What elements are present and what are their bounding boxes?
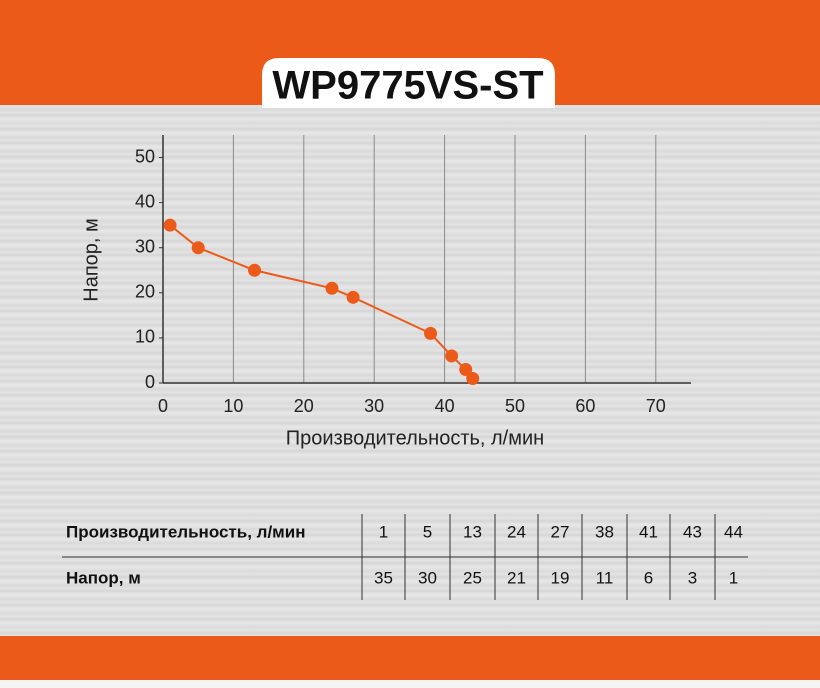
table-cell: 11 — [596, 568, 614, 587]
y-tick-label: 40 — [135, 191, 155, 211]
point — [459, 362, 473, 376]
point — [445, 349, 459, 363]
line — [169, 224, 474, 380]
y-tick-label: 50 — [135, 146, 155, 166]
x-tick-label: 30 — [364, 396, 384, 416]
table-cell: 1 — [379, 522, 388, 541]
point — [163, 218, 177, 232]
y-tick-label: 10 — [135, 327, 155, 347]
table-cell: 35 — [374, 568, 393, 587]
chart-title: WP9775VS-ST — [272, 64, 543, 108]
x-tick-label: 0 — [158, 396, 168, 416]
x-tick-label: 70 — [646, 396, 666, 416]
table-cell: 21 — [507, 568, 526, 587]
x-tick-label: 50 — [505, 396, 525, 416]
y-tick-label: 30 — [135, 236, 155, 256]
point — [191, 241, 205, 255]
point — [248, 263, 262, 277]
table-cell: 30 — [418, 568, 437, 587]
bottom-strip — [0, 680, 820, 688]
row-label: Напор, м — [66, 568, 141, 587]
point — [466, 371, 480, 385]
y-axis-label: Напор, м — [80, 218, 102, 302]
table-cell: 43 — [683, 522, 702, 541]
table-cell: 41 — [639, 522, 658, 541]
x-tick-label: 40 — [435, 396, 455, 416]
table-cell: 13 — [463, 522, 482, 541]
point — [346, 290, 360, 304]
point — [424, 326, 438, 340]
y-tick-label: 20 — [135, 282, 155, 302]
table-cell: 25 — [463, 568, 482, 587]
table-cell: 24 — [507, 522, 526, 541]
table-cell: 6 — [644, 568, 653, 587]
table-cell: 5 — [423, 522, 432, 541]
x-tick-label: 60 — [575, 396, 595, 416]
row-label: Производительность, л/мин — [66, 522, 305, 541]
table-cell: 1 — [729, 568, 738, 587]
x-tick-label: 20 — [294, 396, 314, 416]
x-tick-label: 10 — [223, 396, 243, 416]
table-cell: 44 — [724, 522, 743, 541]
x-axis-label: Производительность, л/мин — [286, 427, 544, 449]
table-cell: 19 — [551, 568, 570, 587]
y-tick-label: 0 — [145, 372, 155, 392]
title-tab — [262, 58, 555, 108]
table-cell: 27 — [551, 522, 570, 541]
bottom-band — [0, 636, 820, 680]
table-cell: 3 — [688, 568, 697, 587]
point — [325, 281, 339, 295]
table-cell: 38 — [595, 522, 614, 541]
